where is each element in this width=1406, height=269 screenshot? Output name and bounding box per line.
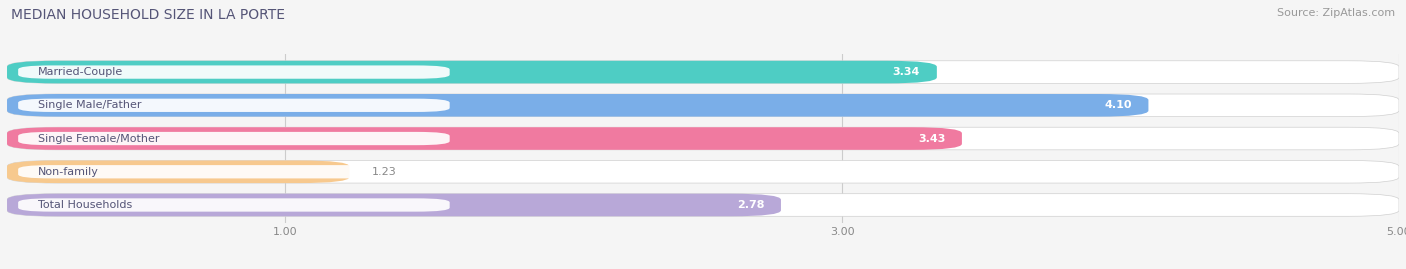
FancyBboxPatch shape xyxy=(18,165,450,178)
FancyBboxPatch shape xyxy=(7,127,962,150)
FancyBboxPatch shape xyxy=(18,198,450,212)
FancyBboxPatch shape xyxy=(7,61,1399,83)
Text: Single Male/Father: Single Male/Father xyxy=(38,100,141,110)
FancyBboxPatch shape xyxy=(7,194,1399,216)
FancyBboxPatch shape xyxy=(7,127,1399,150)
Text: Single Female/Mother: Single Female/Mother xyxy=(38,133,159,144)
Text: 3.43: 3.43 xyxy=(918,133,945,144)
Text: Total Households: Total Households xyxy=(38,200,132,210)
Text: 3.34: 3.34 xyxy=(893,67,920,77)
FancyBboxPatch shape xyxy=(7,61,936,83)
Text: 4.10: 4.10 xyxy=(1104,100,1132,110)
FancyBboxPatch shape xyxy=(7,161,1399,183)
FancyBboxPatch shape xyxy=(18,99,450,112)
Text: 2.78: 2.78 xyxy=(737,200,765,210)
Text: MEDIAN HOUSEHOLD SIZE IN LA PORTE: MEDIAN HOUSEHOLD SIZE IN LA PORTE xyxy=(11,8,285,22)
Text: Married-Couple: Married-Couple xyxy=(38,67,122,77)
Text: Source: ZipAtlas.com: Source: ZipAtlas.com xyxy=(1277,8,1395,18)
FancyBboxPatch shape xyxy=(18,65,450,79)
FancyBboxPatch shape xyxy=(18,132,450,145)
FancyBboxPatch shape xyxy=(7,194,780,216)
FancyBboxPatch shape xyxy=(7,94,1149,116)
FancyBboxPatch shape xyxy=(7,161,350,183)
Text: Non-family: Non-family xyxy=(38,167,98,177)
FancyBboxPatch shape xyxy=(7,94,1399,116)
Text: 1.23: 1.23 xyxy=(371,167,396,177)
